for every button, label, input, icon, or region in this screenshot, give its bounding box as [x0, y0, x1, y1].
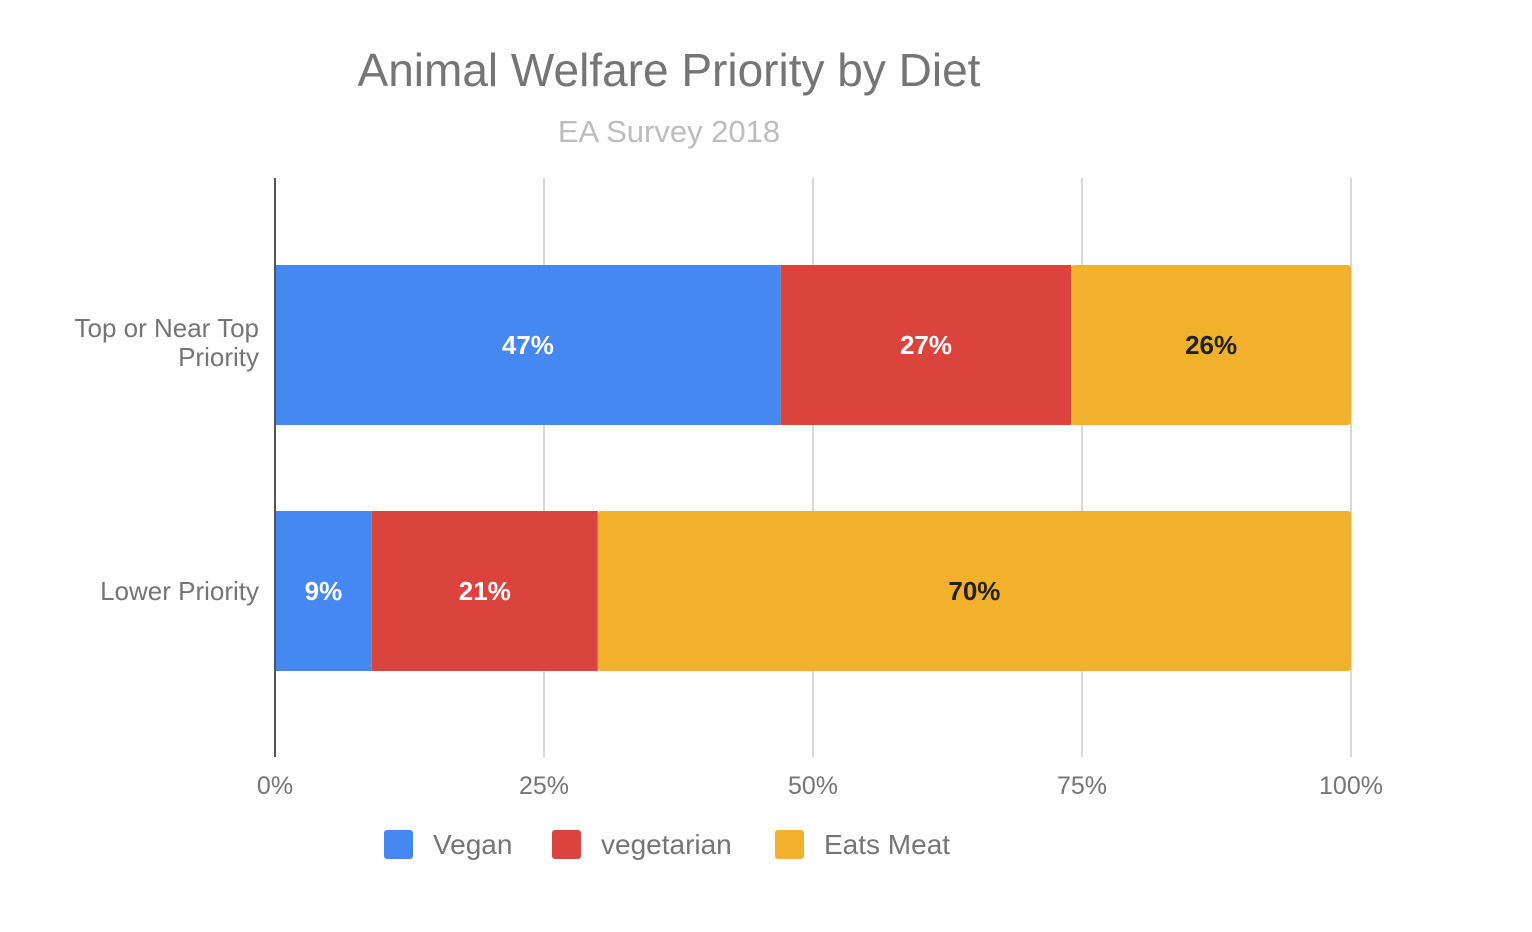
bars: [275, 265, 1351, 671]
bar-segment-eats-meat: [597, 511, 1351, 671]
legend-swatch: [775, 830, 804, 859]
bar-segment-vegan: [275, 265, 781, 425]
chart-title: Animal Welfare Priority by Diet: [358, 44, 981, 96]
legend-label: Vegan: [433, 829, 512, 860]
legend-label: Eats Meat: [824, 829, 950, 860]
legend-item-vegetarian[interactable]: vegetarian: [552, 829, 732, 860]
x-tick-label: 75%: [1057, 772, 1107, 800]
legend: Vegan vegetarian Eats Meat: [384, 829, 950, 860]
x-tick-label: 0%: [257, 772, 293, 800]
bar-segment-eats-meat: [1071, 265, 1351, 425]
data-label: 21%: [459, 576, 511, 606]
data-label: 27%: [900, 330, 952, 360]
data-labels: 47% 27% 26% 9% 21% 70%: [305, 330, 1238, 606]
data-label: 26%: [1185, 330, 1237, 360]
bar-segment-vegetarian: [371, 511, 598, 671]
legend-label: vegetarian: [601, 829, 732, 860]
legend-swatch: [552, 830, 581, 859]
category-label: Top or Near Top: [74, 313, 259, 343]
chart-subtitle: EA Survey 2018: [558, 114, 780, 149]
data-label: 9%: [305, 576, 343, 606]
category-label: Lower Priority: [100, 576, 259, 606]
bar-segment-vegetarian: [780, 265, 1072, 425]
bar-segment-vegan: [275, 511, 372, 671]
legend-item-eats-meat[interactable]: Eats Meat: [775, 829, 950, 860]
category-label: Priority: [178, 342, 259, 372]
legend-swatch: [384, 830, 413, 859]
x-tick-label: 50%: [788, 772, 838, 800]
x-tick-label: 100%: [1319, 772, 1383, 800]
data-label: 47%: [502, 330, 554, 360]
data-label: 70%: [948, 576, 1000, 606]
legend-item-vegan[interactable]: Vegan: [384, 829, 512, 860]
x-tick-label: 25%: [519, 772, 569, 800]
